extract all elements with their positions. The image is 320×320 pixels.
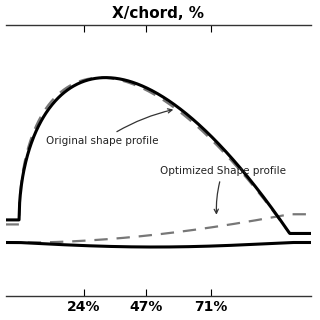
Text: Original shape profile: Original shape profile [46, 109, 172, 146]
Text: Optimized Shape profile: Optimized Shape profile [160, 166, 286, 213]
Title: X/chord, %: X/chord, % [112, 5, 204, 20]
